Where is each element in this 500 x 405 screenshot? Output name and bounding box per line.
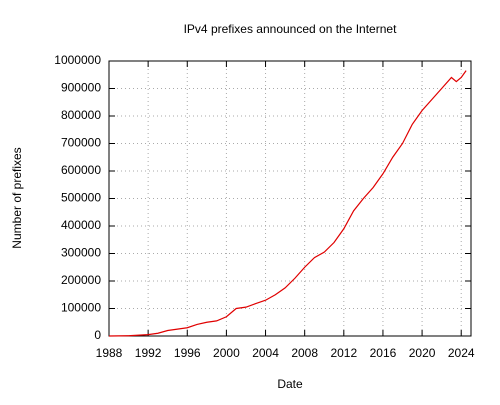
x-tick-label: 2004 — [252, 346, 279, 360]
x-tick-label: 1992 — [135, 346, 162, 360]
y-tick-label: 100000 — [61, 301, 101, 315]
plot-border — [108, 60, 472, 337]
x-tick-label: 2024 — [448, 346, 475, 360]
y-tick-label: 600000 — [61, 163, 101, 177]
y-tick-label: 300000 — [61, 246, 101, 260]
x-axis-label: Date — [277, 377, 303, 391]
chart-title: IPv4 prefixes announced on the Internet — [184, 22, 397, 36]
x-tick-label: 1996 — [174, 346, 201, 360]
y-tick-label: 500000 — [61, 191, 101, 205]
x-tick-label: 2012 — [330, 346, 357, 360]
y-tick-label: 800000 — [61, 108, 101, 122]
y-tick-label: 1000000 — [54, 53, 101, 67]
x-tick-label: 1988 — [96, 346, 123, 360]
y-tick-label: 400000 — [61, 218, 101, 232]
y-tick-label: 200000 — [61, 273, 101, 287]
x-tick-label: 2008 — [291, 346, 318, 360]
y-tick-label: 700000 — [61, 136, 101, 150]
y-tick-label: 900000 — [61, 81, 101, 95]
y-axis-label: Number of prefixes — [10, 147, 24, 248]
data-line — [108, 70, 467, 337]
x-tick-label: 2000 — [213, 346, 240, 360]
y-tick-label: 0 — [94, 328, 101, 342]
x-tick-label: 2020 — [409, 346, 436, 360]
x-tick-label: 2016 — [370, 346, 397, 360]
